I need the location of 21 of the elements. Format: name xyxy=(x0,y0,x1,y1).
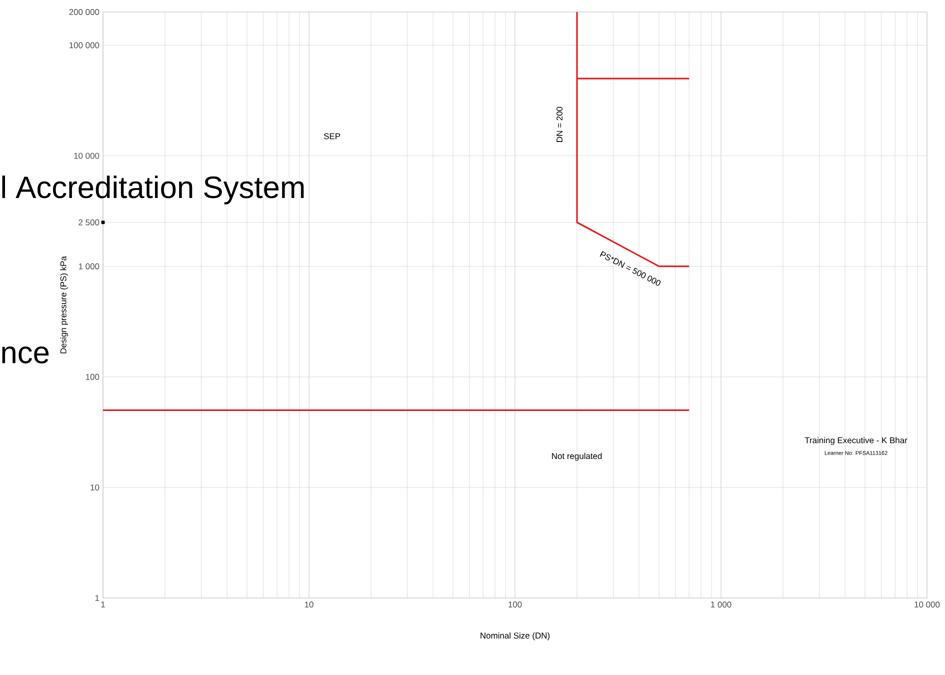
annotation: Not regulated xyxy=(552,452,602,461)
annotation: l Accreditation System xyxy=(2,176,304,204)
x-tick-label: 1 000 xyxy=(711,602,732,608)
text: nce xyxy=(2,346,49,364)
x-tick-label: 10 xyxy=(304,602,314,608)
annotation: Training Executive - K Bhar xyxy=(804,437,908,445)
annotation: SEP xyxy=(324,133,340,140)
y-tick-label: 10 xyxy=(90,484,100,490)
annotation: DN = 200 xyxy=(556,106,562,142)
y-tick-label: 1 000 xyxy=(78,263,100,270)
x-tick-label: 100 xyxy=(508,602,522,608)
y-tick-label: 100 000 xyxy=(70,42,100,48)
x-tick-label: 10 000 xyxy=(914,602,940,608)
y-tick-label: 200 000 xyxy=(69,9,100,15)
y-tick-label: 2 500 xyxy=(78,219,100,226)
y-tick-label: 1 xyxy=(95,595,100,601)
y-tick-label: 100 xyxy=(86,374,100,380)
x-axis-title: Nominal Size (DN) xyxy=(480,632,550,640)
y-axis-title: Design pressure (PS) kPa xyxy=(60,256,68,354)
y-tick-label: 10 000 xyxy=(74,152,100,159)
x-tick-label: 1 xyxy=(101,602,105,608)
